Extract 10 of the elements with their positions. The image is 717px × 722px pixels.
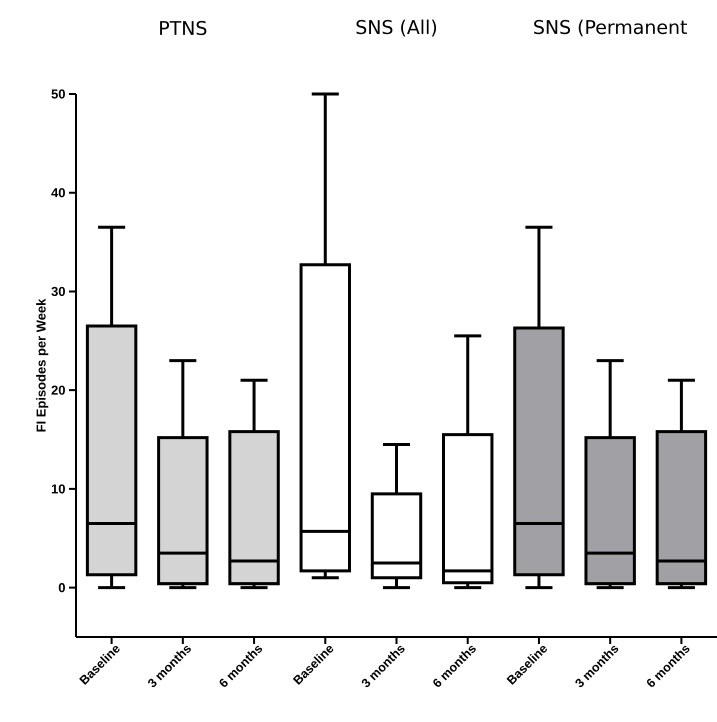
y-tick-label: 20 xyxy=(52,386,65,395)
y-tick-label: 0 xyxy=(58,583,65,592)
y-tick-label: 10 xyxy=(52,484,65,494)
text: PTNS xyxy=(160,20,206,36)
text: SNS (All) xyxy=(356,20,436,36)
y-tick-label: 30 xyxy=(51,286,65,296)
y-tick-label: 50 xyxy=(51,89,65,99)
y-axis-title: FI Episodes per Week xyxy=(36,298,48,432)
y-tick-label: 40 xyxy=(51,188,65,198)
text: SNS (Permanent xyxy=(534,20,687,36)
